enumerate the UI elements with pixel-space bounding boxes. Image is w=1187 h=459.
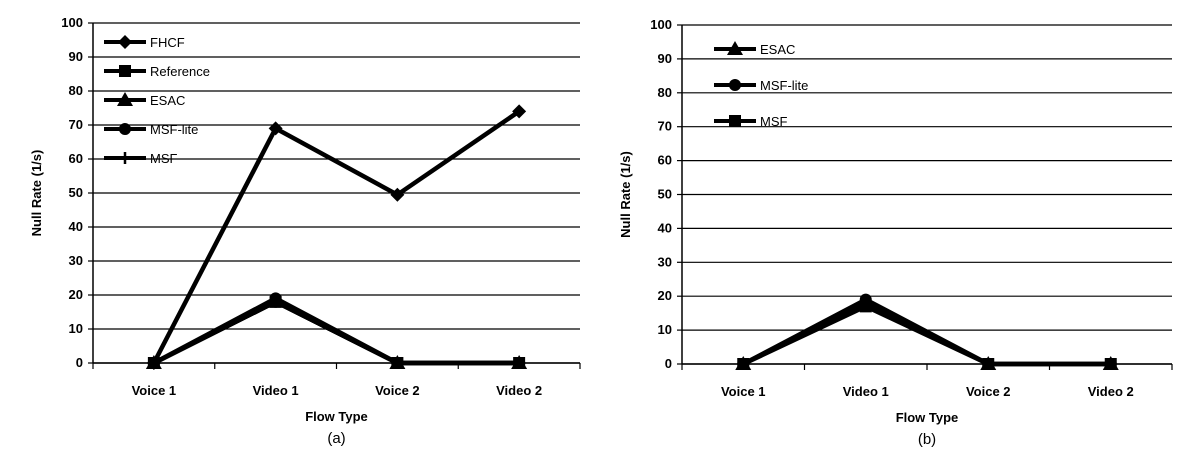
legend-label: Reference — [150, 64, 210, 79]
legend-marker — [729, 79, 741, 91]
series-line — [151, 109, 521, 365]
y-tick-label: 90 — [69, 49, 83, 64]
legend-item: ESAC — [104, 92, 185, 108]
x-tick-label: Voice 2 — [375, 383, 420, 398]
y-tick-label: 40 — [69, 219, 83, 234]
y-tick-label: 70 — [658, 119, 672, 134]
series-line — [152, 299, 520, 366]
x-tick-label: Video 2 — [496, 383, 542, 398]
data-point — [146, 356, 161, 370]
y-tick-label: 50 — [658, 187, 672, 202]
x-tick-label: Voice 2 — [966, 384, 1011, 399]
x-tick-label: Voice 1 — [132, 383, 177, 398]
legend-label: FHCF — [150, 35, 185, 50]
legend-marker — [727, 41, 743, 55]
y-tick-label: 30 — [658, 254, 672, 269]
legend-label: MSF-lite — [150, 122, 198, 137]
legend-item: FHCF — [104, 35, 185, 50]
y-tick-label: 60 — [658, 153, 672, 168]
legend-label: MSF — [150, 151, 178, 166]
chart-caption: (b) — [918, 431, 936, 448]
series-reference — [147, 295, 526, 369]
y-tick-label: 60 — [69, 151, 83, 166]
y-tick-label: 80 — [69, 83, 83, 98]
x-tick-label: Video 2 — [1088, 384, 1134, 399]
x-tick-label: Video 1 — [253, 383, 299, 398]
legend-item: MSF — [714, 114, 788, 129]
y-tick-label: 90 — [658, 51, 672, 66]
chart-panel-b: 0 10 20 30 40 50 60 70 80 90 100 Voice 1 Video 1 Voic… — [594, 0, 1187, 459]
data-point — [512, 104, 527, 119]
legend-marker — [119, 123, 131, 135]
legend-label: ESAC — [760, 42, 795, 57]
x-axis-title: Flow Type — [305, 409, 368, 424]
data-point — [857, 294, 874, 309]
data-point — [390, 187, 405, 202]
legend-item: MSF — [104, 151, 178, 166]
legend-item: ESAC — [714, 41, 795, 57]
chart-panel-a: 0 10 20 30 40 50 60 70 80 90 100 Voice 1 Video 1 Voic… — [29, 15, 581, 447]
y-tick-label: 100 — [650, 17, 672, 32]
data-point — [735, 356, 752, 370]
y-tick-label: 70 — [69, 117, 83, 132]
x-tick-label: Video 1 — [843, 384, 889, 399]
y-tick-label: 10 — [69, 321, 83, 336]
y-axis-title: Null Rate (1/s) — [29, 150, 44, 237]
chart-caption: (a) — [327, 430, 345, 447]
legend-label: ESAC — [150, 93, 185, 108]
legend-item: Reference — [104, 64, 210, 79]
series-esac — [735, 294, 1119, 370]
x-tick-label: Voice 1 — [721, 384, 766, 399]
series-line — [742, 300, 1111, 367]
y-axis-title: Null Rate (1/s) — [618, 151, 633, 238]
y-tick-label: 0 — [665, 356, 672, 371]
y-tick-label: 20 — [658, 288, 672, 303]
legend-item: MSF-lite — [714, 78, 808, 93]
data-point — [269, 295, 282, 308]
data-point — [1102, 356, 1119, 370]
x-axis-title: Flow Type — [896, 410, 959, 425]
legend-item: MSF-lite — [104, 122, 198, 137]
y-tick-label: 50 — [69, 185, 83, 200]
y-tick-label: 40 — [658, 220, 672, 235]
data-point — [268, 121, 283, 136]
legend-marker — [729, 115, 741, 127]
legend-marker — [119, 65, 131, 77]
chart-b: 0 10 20 30 40 50 60 70 80 90 100 Voice 1 Video 1 Voic… — [618, 17, 1173, 448]
y-tick-label: 100 — [61, 15, 83, 30]
y-tick-label: 30 — [69, 253, 83, 268]
legend-marker — [118, 35, 132, 49]
y-tick-label: 0 — [76, 355, 83, 370]
chart-a: 0 10 20 30 40 50 60 70 80 90 100 Voice 1 Video 1 Voic… — [29, 15, 581, 447]
y-tick-label: 20 — [69, 287, 83, 302]
legend-label: MSF — [760, 114, 788, 129]
series-fhcf — [146, 104, 527, 370]
legend-marker — [119, 152, 131, 164]
data-point — [391, 357, 404, 369]
legend-marker — [117, 92, 133, 106]
data-point — [980, 356, 997, 370]
legend-label: MSF-lite — [760, 78, 808, 93]
y-tick-label: 80 — [658, 85, 672, 100]
data-point — [513, 357, 526, 369]
y-tick-label: 10 — [658, 322, 672, 337]
